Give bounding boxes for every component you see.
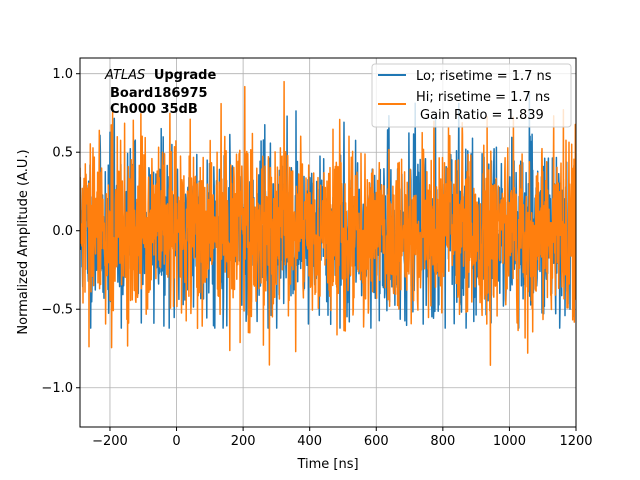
x-tick-label: 0 — [172, 434, 180, 449]
x-tick-label: 1000 — [493, 434, 526, 449]
channel-label: Ch000 35dB — [110, 102, 198, 117]
x-axis: −200 0 200 400 600 800 1000 1200 — [92, 427, 593, 449]
x-tick-label: 1200 — [559, 434, 592, 449]
x-tick-label: 200 — [231, 434, 256, 449]
series-group — [80, 80, 576, 366]
y-tick-label: −0.5 — [41, 303, 73, 318]
y-tick-label: −1.0 — [41, 381, 73, 396]
board-label: Board186975 — [110, 86, 208, 101]
series-line-hi — [80, 80, 576, 366]
plot-frame — [79, 57, 577, 428]
y-axis-label: Normalized Amplitude (A.U.) — [16, 149, 31, 334]
x-tick-label: 800 — [430, 434, 455, 449]
x-tick-label: 600 — [364, 434, 389, 449]
atlas-label: ATLAS — [104, 68, 145, 83]
y-tick-label: 0.0 — [52, 224, 73, 239]
atlas-annotation: ATLAS Upgrade Board186975 Ch000 35dB — [104, 68, 216, 117]
x-tick-label: 400 — [297, 434, 322, 449]
x-tick-label: −200 — [92, 434, 128, 449]
y-axis: −1.0 −0.5 0.0 0.5 1.0 — [41, 67, 80, 396]
x-axis-label: Time [ns] — [296, 457, 358, 472]
legend-label-hi: Hi; risetime = 1.7 ns — [416, 90, 550, 105]
y-tick-label: 1.0 — [52, 67, 73, 82]
legend-label-gain: Gain Ratio = 1.839 — [420, 108, 544, 123]
legend-box — [371, 63, 572, 128]
y-tick-label: 0.5 — [52, 146, 73, 161]
legend: Lo; risetime = 1.7 ns Hi; risetime = 1.7… — [371, 63, 572, 128]
legend-label-lo: Lo; risetime = 1.7 ns — [416, 69, 552, 84]
svg-text:ATLAS Upgrade: ATLAS Upgrade — [104, 68, 216, 83]
upgrade-label: Upgrade — [154, 68, 217, 83]
